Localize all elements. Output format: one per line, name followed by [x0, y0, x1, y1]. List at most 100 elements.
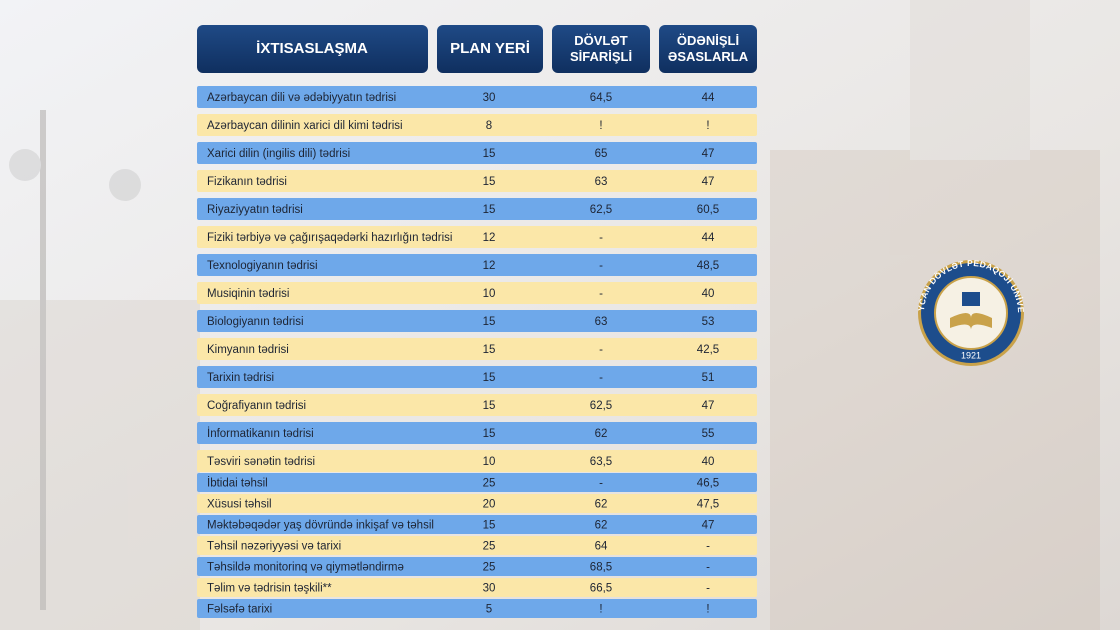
logo-year: 1921 [961, 350, 981, 360]
table-cell: ! [599, 604, 602, 616]
table-row [197, 254, 757, 276]
table-row [197, 394, 757, 416]
header-box: ÖDƏNİŞLİ ƏSASLARLA [667, 33, 749, 64]
table-cell: Kimyanın tədrisi [207, 344, 289, 356]
table-cell: 47,5 [697, 499, 719, 511]
table-cell: - [599, 372, 603, 384]
table-cell: Fiziki tərbiyə və çağırışaqədərki hazırl… [207, 232, 452, 244]
header-box: DÖVLƏT SİFARİŞLİ [569, 33, 633, 64]
table-cell: Fəlsəfə tarixi [207, 604, 272, 616]
table-cell: - [599, 260, 603, 272]
table-cell: 15 [483, 520, 496, 532]
header-text: PLAN YERİ [450, 40, 530, 57]
table-row [197, 142, 757, 164]
table-cell: İbtidai təhsil [207, 477, 268, 490]
table-cell: 62,5 [590, 204, 612, 216]
table-row [197, 578, 757, 597]
table-row [197, 170, 757, 192]
table-cell: İnformatikanın tədrisi [207, 427, 314, 440]
table-row [197, 536, 757, 555]
table-row [197, 473, 757, 492]
table-cell: 63 [595, 176, 608, 188]
table-cell: 15 [483, 316, 496, 328]
table-cell: Riyaziyyatın tədrisi [207, 204, 303, 216]
table-cell: 68,5 [590, 562, 612, 574]
table-cell: ! [706, 120, 709, 132]
table-cell: 25 [483, 478, 496, 490]
table-cell: - [706, 541, 710, 553]
table-cell: Tarixin tədrisi [207, 372, 274, 384]
header: İXTISASLAŞMA PLAN YERİ DÖVLƏT SİFARİŞLİ … [197, 25, 757, 73]
table-cell: 51 [702, 372, 715, 384]
table-cell: 62 [595, 428, 608, 440]
table-cell: 15 [483, 148, 496, 160]
table-cell: 64 [595, 541, 608, 553]
table-cell: 10 [483, 456, 496, 468]
table-cell: 47 [702, 148, 715, 160]
table-cell: 48,5 [697, 260, 719, 272]
table-cell: Təsviri sənətin tədrisi [207, 456, 315, 468]
table-row [197, 338, 757, 360]
table-cell: 62,5 [590, 400, 612, 412]
table-cell: Xüsusi təhsil [207, 499, 272, 511]
table-cell: Təhsildə monitorinq və qiymətləndirmə [207, 562, 404, 574]
table-cell: 10 [483, 288, 496, 300]
table-cell: 40 [702, 456, 715, 468]
table-cell: 42,5 [697, 344, 719, 356]
table-cell: 53 [702, 316, 715, 328]
table-cell: 66,5 [590, 583, 612, 595]
table-cell: 55 [702, 428, 715, 440]
table-cell: 25 [483, 541, 496, 553]
table-cell: Biologiyanın tədrisi [207, 316, 304, 328]
table-cell: 8 [486, 120, 492, 132]
table-cell: - [706, 583, 710, 595]
table-cell: Azərbaycan dilinin xarici dil kimi tədri… [207, 120, 403, 132]
table-cell: 15 [483, 344, 496, 356]
table-cell: 63 [595, 316, 608, 328]
table-cell: 40 [702, 288, 715, 300]
table-cell: Musiqinin tədrisi [207, 288, 289, 300]
table-cell: 30 [483, 92, 496, 104]
table-row [197, 557, 757, 576]
header-text: DÖVLƏT SİFARİŞLİ [569, 33, 633, 64]
table-cell: Məktəbəqədər yaş dövründə inkişaf və təh… [207, 520, 434, 532]
table-cell: 62 [595, 499, 608, 511]
logo-book [950, 313, 992, 330]
header-text: ÖDƏNİŞLİ ƏSASLARLA [667, 33, 749, 64]
table-cell: 25 [483, 562, 496, 574]
table-cell: Fizikanın tədrisi [207, 176, 287, 188]
table-cell: 62 [595, 520, 608, 532]
table-cell: 15 [483, 372, 496, 384]
table-cell: Azərbaycan dili və ədəbiyyatın tədrisi [207, 92, 396, 104]
table-cell: 65 [595, 148, 608, 160]
logo-center [934, 276, 1008, 350]
table-row [197, 226, 757, 248]
table-cell: Coğrafiyanın tədrisi [207, 400, 306, 412]
table-row [197, 366, 757, 388]
header-cell [197, 25, 428, 73]
table-cell: Təhsil nəzəriyyəsi və tarixi [207, 541, 341, 553]
table-cell: - [706, 562, 710, 574]
table-cell: 47 [702, 400, 715, 412]
table-cell: 46,5 [697, 478, 719, 490]
table-row [197, 450, 757, 472]
table-cell: - [599, 232, 603, 244]
table-row [197, 310, 757, 332]
table-cell: 5 [486, 604, 492, 616]
table-cell: Təlim və tədrisin təşkili** [207, 583, 332, 595]
table-cell: 15 [483, 176, 496, 188]
table-cell: 47 [702, 520, 715, 532]
table-cell: - [599, 344, 603, 356]
table-row [197, 515, 757, 534]
table-cell: 15 [483, 428, 496, 440]
table: Azərbaycan dili və ədəbiyyatın tədrisi 30… [197, 86, 757, 618]
table-cell: 30 [483, 583, 496, 595]
table-row [197, 282, 757, 304]
table-cell: 60,5 [697, 204, 719, 216]
table-cell: 15 [483, 400, 496, 412]
logo-emblem [962, 292, 980, 306]
table-cell: Texnologiyanın tədrisi [207, 260, 318, 272]
